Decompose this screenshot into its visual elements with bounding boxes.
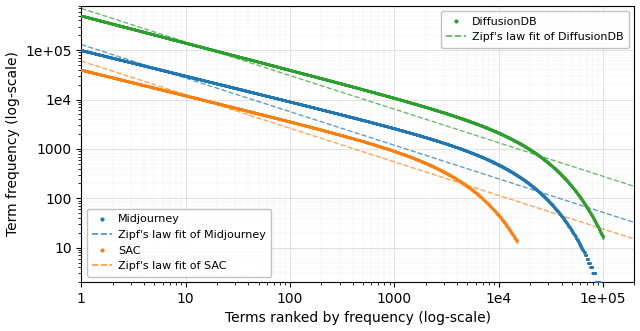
Y-axis label: Term frequency (log-scale): Term frequency (log-scale)	[6, 51, 20, 236]
DiffusionDB	[599, 236, 607, 240]
SAC	[289, 120, 297, 124]
DiffusionDB	[168, 37, 175, 41]
Zipf's law fit of SAC	[403, 164, 411, 168]
SAC	[500, 220, 508, 224]
Zipf's law fit of DiffusionDB	[494, 140, 502, 144]
Midjourney	[589, 271, 596, 275]
Zipf's law fit of Midjourney	[447, 162, 454, 166]
Zipf's law fit of DiffusionDB	[403, 111, 411, 115]
Zipf's law fit of Midjourney	[77, 43, 85, 47]
Line: Zipf's law fit of Midjourney: Zipf's law fit of Midjourney	[81, 45, 634, 222]
SAC	[77, 68, 85, 72]
DiffusionDB	[589, 215, 596, 219]
Line: Zipf's law fit of DiffusionDB: Zipf's law fit of DiffusionDB	[81, 8, 634, 186]
SAC	[513, 240, 521, 244]
Midjourney	[300, 103, 308, 107]
Zipf's law fit of DiffusionDB	[220, 52, 227, 56]
Midjourney	[596, 295, 604, 299]
DiffusionDB	[137, 29, 145, 33]
Midjourney	[168, 71, 175, 74]
Line: Zipf's law fit of SAC: Zipf's law fit of SAC	[81, 61, 634, 239]
Zipf's law fit of DiffusionDB	[328, 87, 335, 91]
Midjourney	[77, 48, 85, 52]
Zipf's law fit of DiffusionDB	[175, 38, 183, 42]
Zipf's law fit of DiffusionDB	[630, 184, 638, 188]
Midjourney	[599, 295, 607, 299]
DiffusionDB	[300, 72, 308, 76]
SAC	[500, 221, 508, 225]
SAC	[420, 161, 428, 165]
Zipf's law fit of Midjourney	[403, 147, 411, 151]
Zipf's law fit of SAC	[175, 91, 183, 95]
Zipf's law fit of Midjourney	[494, 176, 502, 180]
Zipf's law fit of SAC	[328, 140, 335, 144]
Zipf's law fit of SAC	[447, 178, 454, 182]
DiffusionDB	[532, 152, 540, 156]
Line: Midjourney: Midjourney	[80, 49, 604, 298]
Zipf's law fit of SAC	[630, 237, 638, 241]
SAC	[100, 73, 108, 77]
Zipf's law fit of DiffusionDB	[77, 6, 85, 10]
Zipf's law fit of Midjourney	[630, 220, 638, 224]
Zipf's law fit of SAC	[494, 193, 502, 197]
Midjourney	[137, 63, 145, 67]
Midjourney	[278, 98, 285, 102]
SAC	[278, 118, 285, 121]
Zipf's law fit of DiffusionDB	[447, 125, 454, 129]
Zipf's law fit of Midjourney	[220, 88, 227, 92]
Zipf's law fit of SAC	[77, 59, 85, 63]
Line: SAC: SAC	[80, 69, 518, 243]
Midjourney	[532, 188, 540, 192]
Zipf's law fit of Midjourney	[328, 123, 335, 127]
Zipf's law fit of SAC	[220, 105, 227, 109]
DiffusionDB	[278, 66, 285, 70]
Line: DiffusionDB: DiffusionDB	[80, 15, 604, 239]
Zipf's law fit of Midjourney	[175, 74, 183, 78]
Legend: Midjourney, Zipf's law fit of Midjourney, SAC, Zipf's law fit of SAC: Midjourney, Zipf's law fit of Midjourney…	[87, 209, 271, 277]
X-axis label: Terms ranked by frequency (log-scale): Terms ranked by frequency (log-scale)	[225, 311, 491, 325]
DiffusionDB	[77, 14, 85, 18]
